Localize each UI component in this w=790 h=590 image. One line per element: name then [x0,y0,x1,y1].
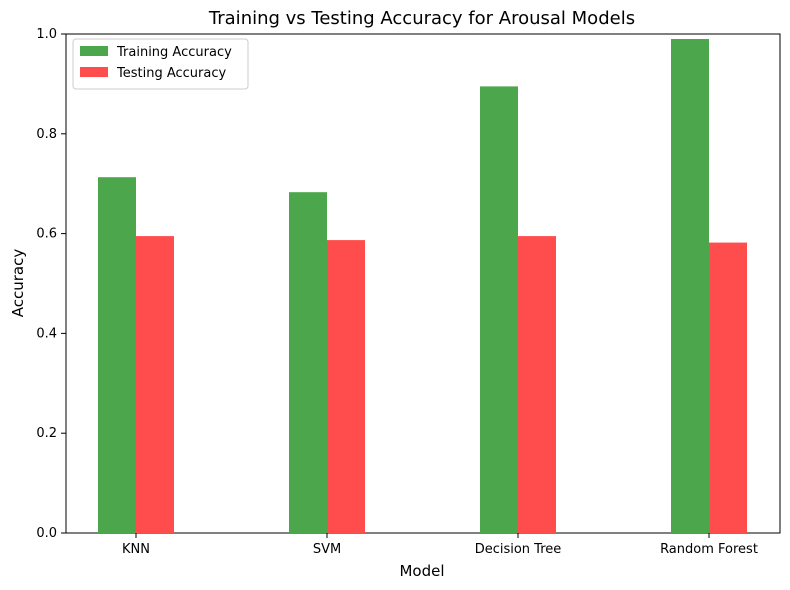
x-axis-ticks: KNN SVM Decision Tree Random Forest [122,533,758,557]
training-bar [289,192,327,534]
x-tick-label: Random Forest [660,542,758,557]
x-tick-label: SVM [313,542,341,557]
y-axis-ticks: 0.0 0.2 0.4 0.6 0.8 1.0 [36,27,66,541]
testing-bar [709,242,747,533]
training-bar [480,86,518,534]
x-axis-label: Model [399,562,444,580]
y-axis-label: Accuracy [9,249,27,318]
y-tick-label: 0.6 [36,227,57,242]
y-tick-label: 1.0 [36,27,57,42]
testing-bar [327,240,365,533]
legend-label-testing: Testing Accuracy [116,66,226,81]
legend-swatch-testing [80,67,108,77]
training-bar [98,177,136,533]
y-tick-label: 0.2 [36,426,57,441]
y-tick-label: 0.0 [36,526,57,541]
x-tick-label: Decision Tree [475,542,562,557]
testing-bar [518,236,556,533]
training-bar [671,38,709,534]
bar-group [98,38,747,534]
y-tick-label: 0.8 [36,127,57,142]
legend: Training Accuracy Testing Accuracy [72,38,249,90]
y-tick-label: 0.4 [36,326,57,341]
chart-title: Training vs Testing Accuracy for Arousal… [208,8,635,29]
x-tick-label: KNN [122,542,150,557]
legend-label-training: Training Accuracy [116,45,232,60]
plot-area-frame [65,33,781,534]
testing-bar [136,236,174,533]
legend-swatch-training [80,46,108,56]
legend-box [72,38,249,90]
